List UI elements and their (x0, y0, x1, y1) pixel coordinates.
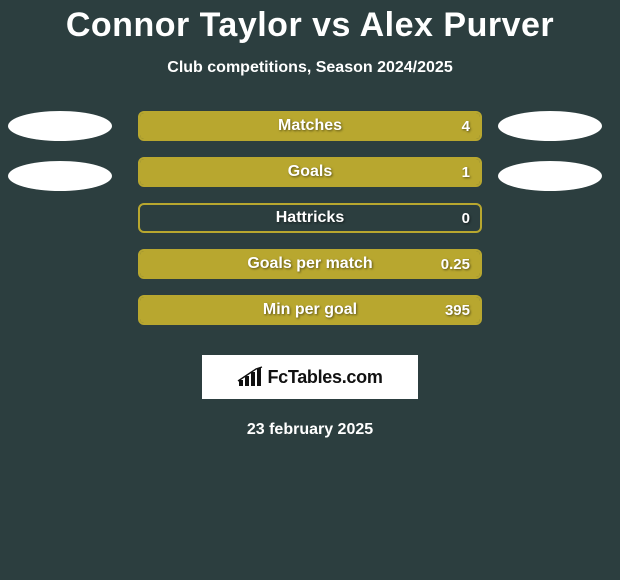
stat-bar-fill (140, 113, 480, 139)
stats-list: Matches4 Goals1 Hattricks0 Goals per match0… (0, 111, 620, 325)
stat-value: 395 (445, 297, 470, 323)
stat-bar: Hattricks0 (138, 203, 482, 233)
stat-bar: Matches4 (138, 111, 482, 141)
stat-bar: Goals per match0.25 (138, 249, 482, 279)
badge-text: FcTables.com (267, 367, 382, 388)
stat-value: 1 (462, 159, 470, 185)
stat-row: Hattricks0 (0, 203, 620, 233)
player-right-marker (498, 161, 602, 191)
stat-row: Matches4 (0, 111, 620, 141)
page-title: Connor Taylor vs Alex Purver (0, 6, 620, 45)
stat-bar-fill (140, 251, 480, 277)
player-left-marker (8, 111, 112, 141)
source-badge[interactable]: FcTables.com (202, 355, 418, 399)
date-label: 23 february 2025 (0, 421, 620, 439)
stat-bar-fill (140, 297, 480, 323)
bar-chart-icon (237, 366, 263, 388)
stat-row: Goals1 (0, 157, 620, 187)
stat-value: 0 (462, 205, 470, 231)
subtitle: Club competitions, Season 2024/2025 (0, 59, 620, 77)
stat-bar: Goals1 (138, 157, 482, 187)
stat-value: 0.25 (441, 251, 470, 277)
player-right-marker (498, 111, 602, 141)
stat-bar: Min per goal395 (138, 295, 482, 325)
comparison-card: Connor Taylor vs Alex Purver Club compet… (0, 0, 620, 439)
stat-row: Goals per match0.25 (0, 249, 620, 279)
stat-value: 4 (462, 113, 470, 139)
stat-row: Min per goal395 (0, 295, 620, 325)
stat-label: Hattricks (140, 205, 480, 231)
stat-bar-fill (140, 159, 480, 185)
player-left-marker (8, 161, 112, 191)
